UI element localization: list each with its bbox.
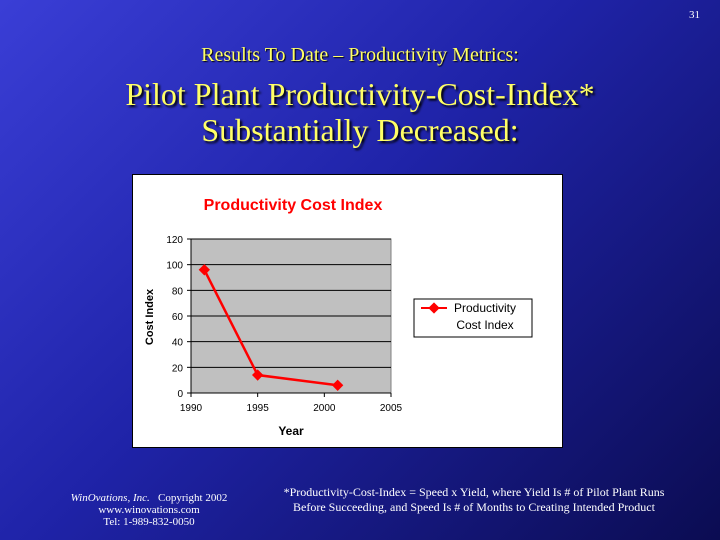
- y-axis-ticks: 0 20 40 60 80 100 120: [166, 235, 191, 400]
- chart-container: Productivity Cost Index 0 20 40 60 80 100 120 …: [132, 174, 563, 448]
- x-tick-label: 2005: [380, 403, 403, 414]
- legend-label-line-1: Productivity: [454, 301, 516, 315]
- chart-svg: Productivity Cost Index 020406080100120 …: [144, 197, 533, 438]
- y-tick-label: 40: [172, 338, 184, 349]
- company-name: WinOvations, Inc.: [70, 492, 150, 504]
- phone-text: Tel: 1-989-832-0050: [103, 516, 195, 528]
- slide-number: 31: [689, 9, 700, 21]
- x-tick-label: 2000: [313, 403, 336, 414]
- footer-contact: WinOvations, Inc. Copyright 2002 www.win…: [54, 492, 244, 528]
- legend-label-line-2: Cost Index: [456, 318, 513, 332]
- series-group: [198, 264, 344, 391]
- data-point: [332, 379, 344, 391]
- gridlines: [191, 238, 391, 368]
- data-point: [252, 369, 264, 381]
- note-line-2: Before Succeeding, and Speed Is # of Mon…: [293, 500, 655, 514]
- website-text: www.winovations.com: [98, 504, 200, 516]
- y-tick-label: 20: [172, 363, 184, 374]
- copyright-text: Copyright 2002: [158, 492, 228, 504]
- note-line-1: *Productivity-Cost-Index = Speed x Yield…: [283, 485, 665, 499]
- x-tick-label: 1990: [180, 403, 203, 414]
- y-axis-label: Cost Index: [144, 288, 156, 345]
- footer-note: *Productivity-Cost-Index = Speed x Yield…: [244, 485, 704, 515]
- chart-title: Productivity Cost Index: [204, 197, 383, 214]
- x-axis-ticks: 1990 1995 2000 2005: [180, 393, 403, 414]
- footer-company-line: WinOvations, Inc. Copyright 2002: [54, 492, 244, 504]
- title-line-1: Pilot Plant Productivity-Cost-Index*: [125, 76, 595, 112]
- x-tick-label: 1995: [247, 403, 270, 414]
- y-tick-label: 0: [177, 389, 183, 400]
- legend-marker: [428, 302, 440, 314]
- data-point: [198, 264, 210, 276]
- slide-title: Pilot Plant Productivity-Cost-Index* Sub…: [0, 76, 720, 148]
- y-tick-label: 100: [166, 261, 183, 272]
- legend: Productivity Cost Index: [413, 298, 533, 338]
- slide-subtitle: Results To Date – Productivity Metrics:: [201, 44, 519, 66]
- x-axis-label: Year: [278, 424, 304, 438]
- y-tick-label: 120: [166, 235, 183, 246]
- y-tick-label: 80: [172, 286, 184, 297]
- title-line-2: Substantially Decreased:: [201, 112, 519, 148]
- y-tick-label: 60: [172, 312, 184, 323]
